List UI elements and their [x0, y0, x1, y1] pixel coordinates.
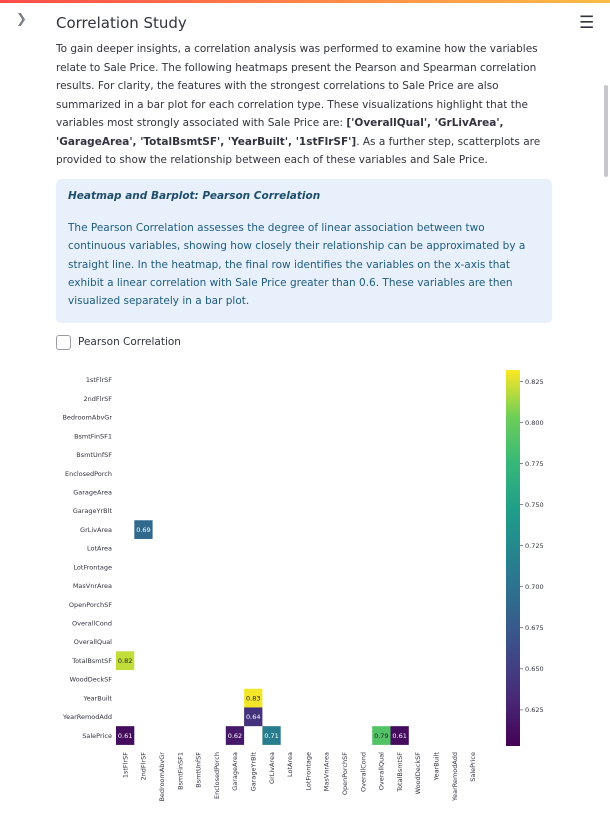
- scrollbar-thumb[interactable]: [604, 85, 608, 177]
- colorbar: [506, 370, 520, 746]
- heatmap-cell: [134, 520, 153, 539]
- heatmap-cell-label: 0.82: [118, 657, 132, 665]
- heatmap-cell-label: 0.61: [392, 732, 406, 740]
- heatmap-column-label: BsmtFinSF1: [176, 752, 184, 790]
- heatmap-column-label: LotFrontage: [304, 752, 312, 791]
- heatmap-column-label: GarageArea: [231, 752, 239, 791]
- heatmap-row-label: BsmtUnfSF: [76, 451, 112, 459]
- heatmap-cell: [390, 726, 409, 745]
- heatmap-cell: [372, 726, 391, 745]
- heatmap-column-label: BsmtUnfSF: [195, 752, 203, 788]
- heatmap-cell: [116, 726, 135, 745]
- heatmap-row-label: BsmtFinSF1: [74, 432, 112, 440]
- heatmap-column-label: OverallCond: [359, 752, 367, 792]
- heatmap-column-label: YearRemodAdd: [451, 752, 459, 802]
- heatmap-cell-label: 0.79: [374, 732, 388, 740]
- heatmap-column-label: 2ndFlrSF: [140, 752, 148, 781]
- heatmap-row-label: YearBuilt: [82, 694, 112, 702]
- pearson-correlation-checkbox[interactable]: [56, 335, 71, 350]
- heatmap-column-label: OpenPorchSF: [341, 752, 349, 795]
- intro-text-before: To gain deeper insights, a correlation a…: [56, 43, 538, 129]
- colorbar-tick-label: 0.650: [525, 665, 544, 673]
- colorbar-tick-label: 0.675: [525, 624, 544, 632]
- top-accent-bar: [0, 0, 610, 3]
- heatmap-cell: [116, 651, 135, 671]
- heatmap-row-label: MasVnrArea: [73, 582, 112, 590]
- heatmap-cell: [244, 688, 263, 708]
- heatmap-column-label: MasVnrArea: [323, 752, 331, 791]
- sidebar-expand-chevron-icon[interactable]: ❯: [16, 12, 27, 27]
- pearson-correlation-checkbox-label[interactable]: Pearson Correlation: [78, 336, 181, 348]
- heatmap-column-label: GrLivArea: [268, 752, 276, 784]
- heatmap-cell: [262, 726, 281, 745]
- heatmap-cell-label: 0.71: [264, 732, 278, 740]
- intro-bold-variables: ['OverallQual', 'GrLivArea', 'GarageArea…: [56, 117, 504, 148]
- heatmap-cell-label: 0.62: [228, 732, 242, 740]
- heatmap-column-label: YearBuilt: [432, 752, 440, 782]
- intro-text-after: . As a further step, scatterplots are pr…: [56, 135, 541, 167]
- heatmap-row-label: EnclosedPorch: [65, 470, 112, 478]
- heatmap-cell-label: 0.69: [136, 526, 150, 534]
- heatmap-row-label: WoodDeckSF: [70, 676, 113, 684]
- heatmap-row-label: LotArea: [87, 545, 112, 553]
- info-box: Heatmap and Barplot: Pearson Correlation…: [56, 179, 552, 323]
- colorbar-tick-label: 0.750: [525, 501, 544, 509]
- heatmap-row-label: 2ndFlrSF: [84, 395, 113, 403]
- heatmap-row-label: OverallQual: [74, 638, 112, 646]
- heatmap-cell: [225, 726, 245, 745]
- heatmap-row-label: LotFrontage: [73, 563, 112, 571]
- heatmap-column-label: BedroomAbvGr: [158, 752, 166, 802]
- info-box-body: The Pearson Correlation assesses the deg…: [68, 222, 526, 308]
- heatmap-row-label: TotalBsmtSF: [71, 657, 112, 665]
- page-title: Correlation Study: [56, 14, 187, 32]
- heatmap-row-label: OpenPorchSF: [69, 601, 112, 609]
- heatmap-row-label: GarageArea: [73, 488, 112, 496]
- heatmap-column-label: SalePrice: [469, 752, 477, 782]
- intro-paragraph: To gain deeper insights, a correlation a…: [56, 40, 554, 170]
- heatmap-column-label: EnclosedPorch: [213, 752, 221, 799]
- heatmap-cell-label: 0.83: [246, 694, 260, 702]
- heatmap-column-label: GarageYrBlt: [249, 752, 257, 792]
- colorbar-tick-label: 0.725: [525, 542, 544, 550]
- heatmap-column-label: OverallQual: [378, 752, 386, 790]
- heatmap-column-label: TotalBsmtSF: [396, 752, 404, 793]
- heatmap-column-label: 1stFlrSF: [121, 752, 129, 778]
- heatmap-row-label: SalePrice: [82, 732, 112, 740]
- main-menu-icon[interactable]: ☰: [579, 13, 595, 33]
- colorbar-tick-label: 0.800: [525, 419, 544, 427]
- heatmap-column-label: WoodDeckSF: [414, 752, 422, 795]
- heatmap-cell-label: 0.61: [118, 732, 132, 740]
- heatmap-column-label: LotArea: [286, 752, 294, 777]
- colorbar-tick-label: 0.825: [525, 378, 544, 386]
- info-box-heading: Heatmap and Barplot: Pearson Correlation: [68, 190, 321, 202]
- colorbar-tick-label: 0.775: [525, 460, 544, 468]
- heatmap-row-label: BedroomAbvGr: [62, 414, 112, 422]
- heatmap-cell: [244, 707, 263, 727]
- heatmap-row-label: YearRemodAdd: [62, 713, 112, 721]
- heatmap-row-label: GrLivArea: [80, 526, 112, 534]
- heatmap-row-label: OverallCond: [72, 620, 112, 628]
- colorbar-tick-label: 0.625: [525, 706, 544, 714]
- colorbar-tick-label: 0.700: [525, 583, 544, 591]
- heatmap-cell-label: 0.64: [246, 713, 260, 721]
- heatmap-row-label: 1stFlrSF: [86, 376, 112, 384]
- heatmap-row-label: GarageYrBlt: [73, 507, 113, 515]
